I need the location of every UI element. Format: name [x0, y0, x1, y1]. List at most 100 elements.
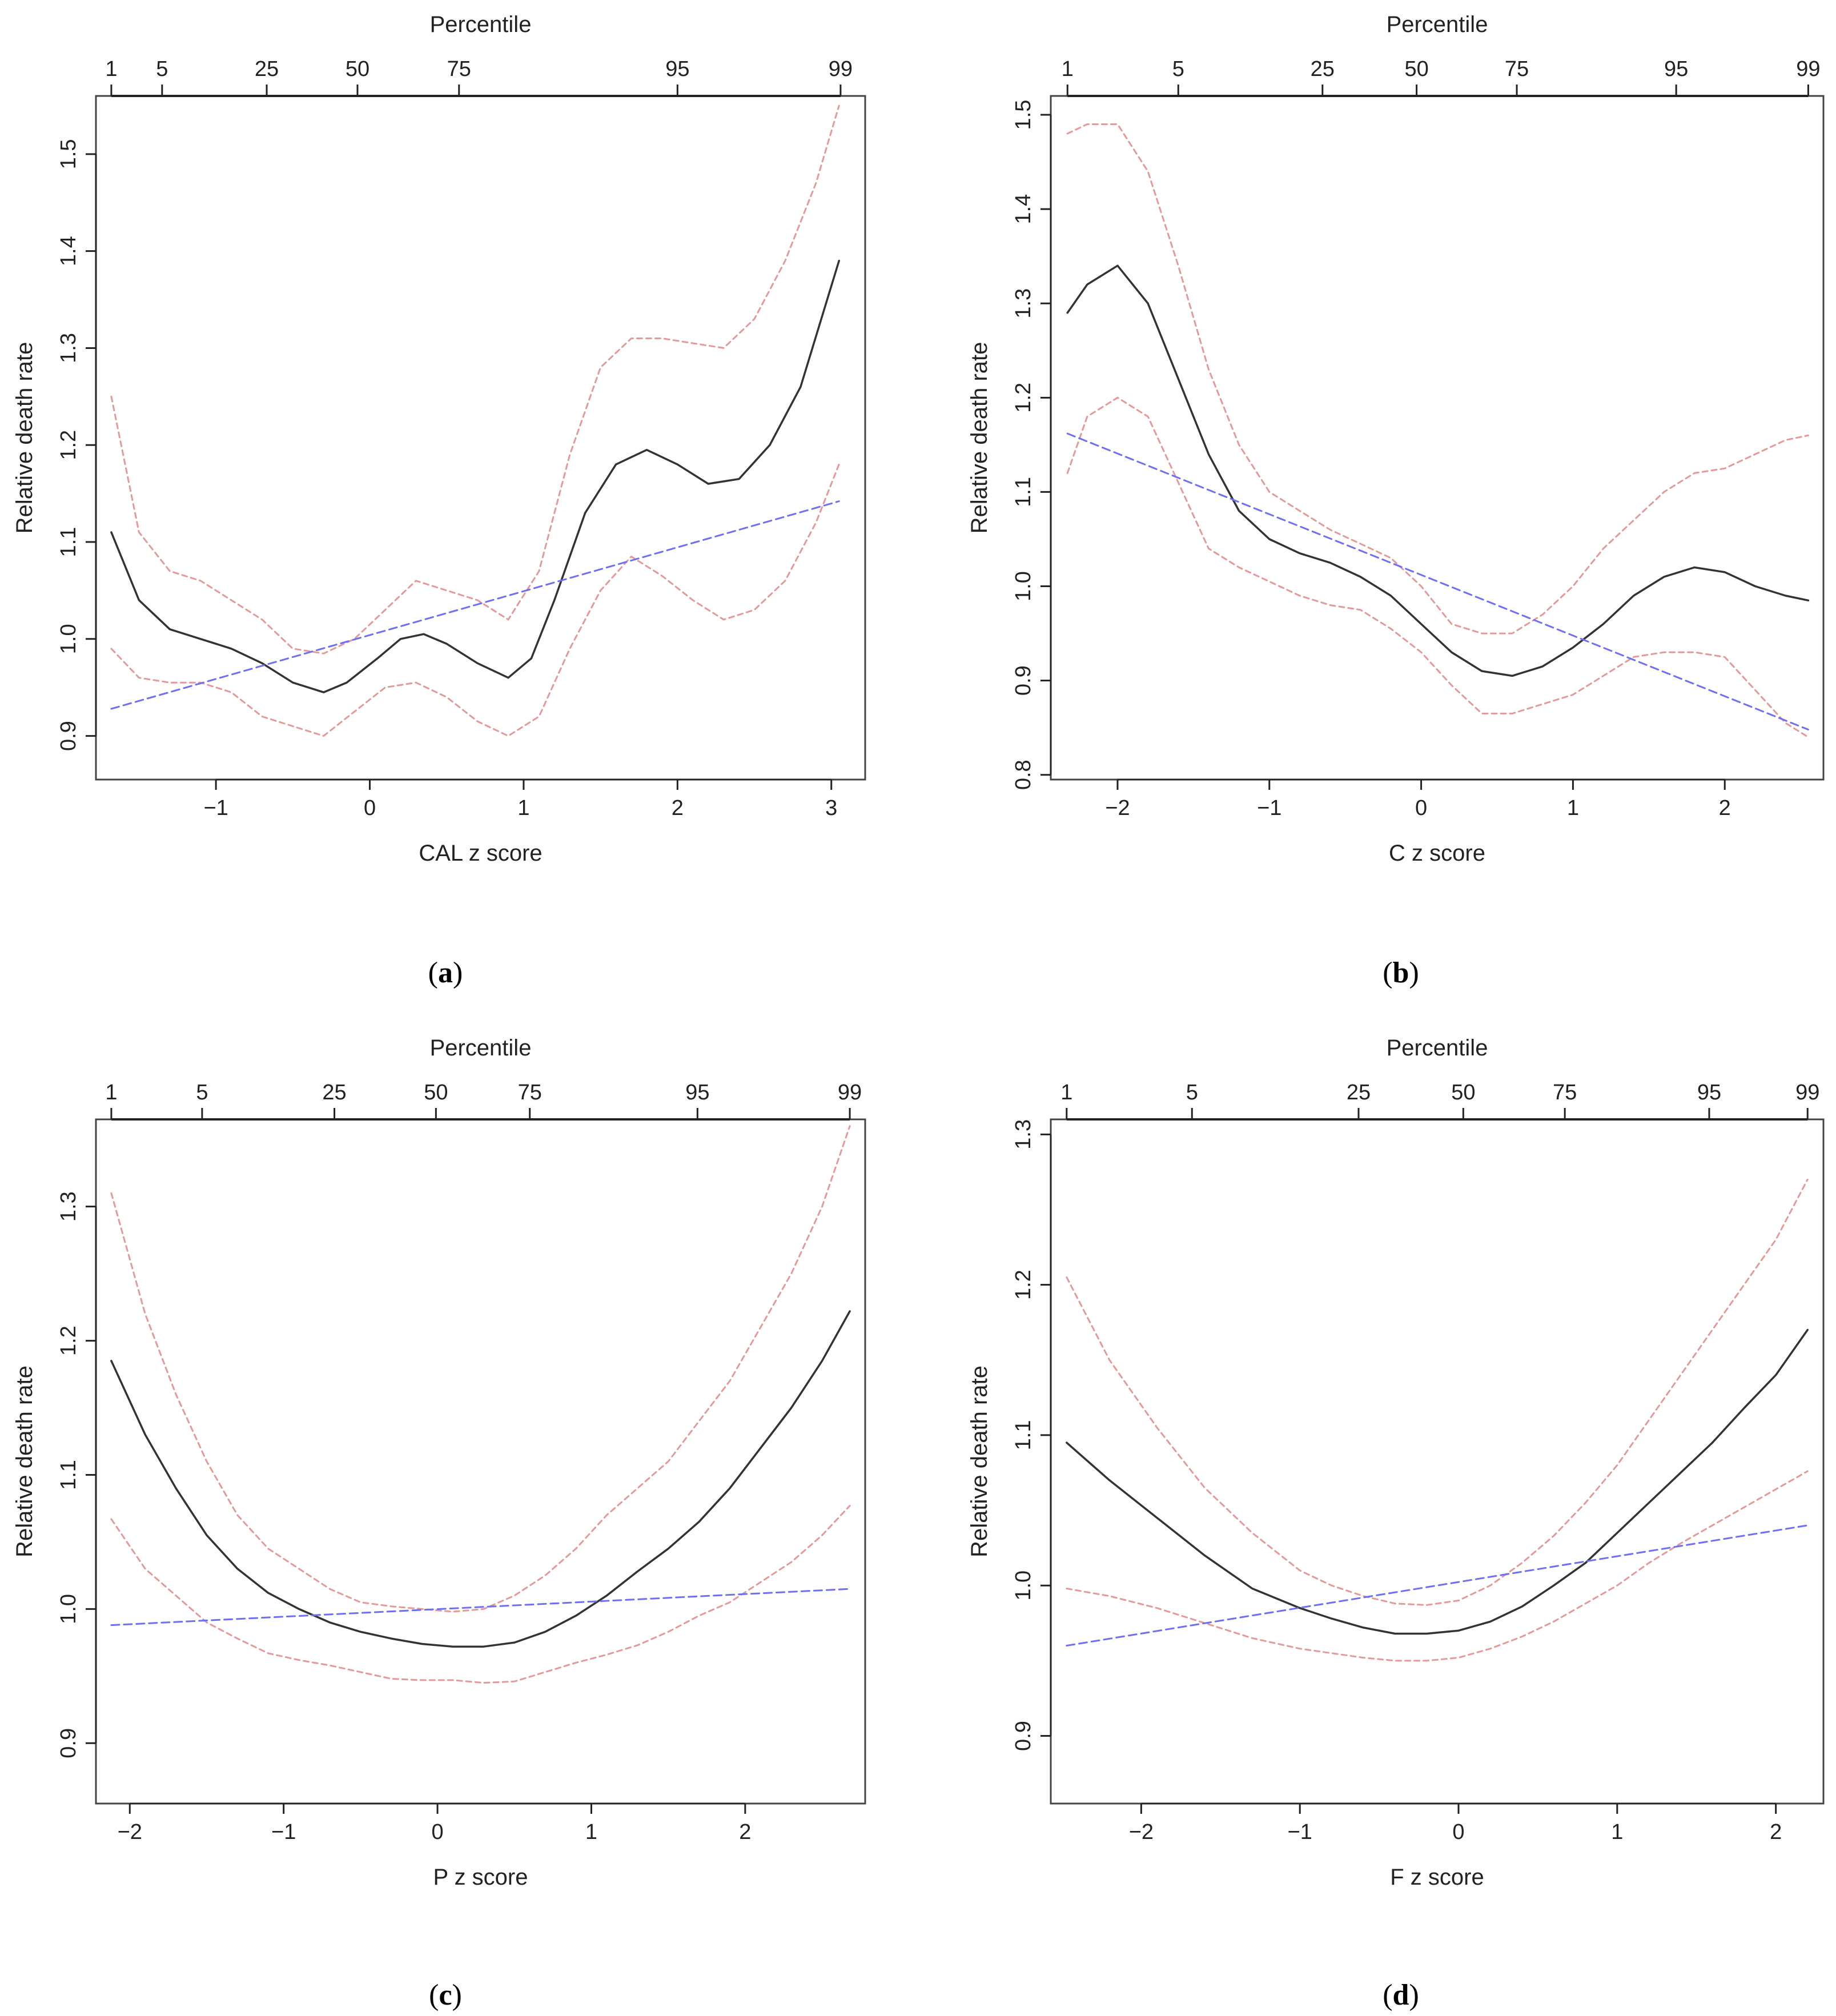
x-axis-title-c: P z score: [433, 1865, 528, 1890]
caption-a: (a): [428, 957, 463, 989]
x-tick-label-d-2: 0: [1452, 1820, 1464, 1844]
x-tick-label-c-2: 0: [431, 1820, 443, 1844]
x-tick-label-b-2: 0: [1415, 796, 1427, 820]
percentile-tick-label-a-1: 5: [156, 57, 168, 81]
x-tick-label-b-0: −2: [1105, 796, 1130, 820]
series-d-lower-band: [1066, 1470, 1809, 1662]
y-tick-label-b-3: 1.1: [1011, 477, 1035, 507]
y-tick-label-d-2: 1.1: [1011, 1420, 1035, 1451]
percentile-tick-label-a-4: 75: [447, 57, 471, 81]
y-tick-label-a-6: 1.5: [57, 139, 81, 169]
series-c-upper-band: [110, 1125, 851, 1613]
x-tick-label-d-0: −2: [1129, 1820, 1154, 1844]
y-tick-label-a-2: 1.1: [57, 527, 81, 557]
series-a-estimate: [110, 259, 840, 693]
y-tick-label-b-5: 1.3: [1011, 288, 1035, 319]
y-tick-label-a-3: 1.2: [57, 430, 81, 460]
percentile-tick-label-d-0: 1: [1060, 1081, 1072, 1105]
y-tick-label-d-3: 1.2: [1011, 1270, 1035, 1300]
percentile-tick-label-c-3: 50: [424, 1081, 448, 1105]
percentile-tick-label-d-4: 75: [1553, 1081, 1577, 1105]
caption-open-paren-a: (: [428, 957, 438, 989]
percentile-tick-label-c-6: 99: [838, 1081, 862, 1105]
series-d-upper-band: [1066, 1178, 1809, 1606]
caption-close-paren-d: ): [1409, 1979, 1419, 2011]
percentile-axis-title-b: Percentile: [1387, 12, 1488, 37]
y-tick-label-d-0: 0.9: [1011, 1721, 1035, 1751]
x-tick-label-c-1: −1: [271, 1820, 296, 1844]
percentile-tick-label-b-0: 1: [1062, 57, 1074, 81]
x-tick-label-b-3: 1: [1567, 796, 1579, 820]
percentile-tick-label-a-5: 95: [665, 57, 689, 81]
x-tick-label-a-4: 3: [825, 796, 837, 820]
series-a-lower-band: [110, 463, 840, 737]
y-tick-label-b-0: 0.8: [1011, 760, 1035, 790]
y-tick-label-d-4: 1.3: [1011, 1119, 1035, 1150]
caption-letter-b: b: [1393, 957, 1409, 989]
percentile-tick-label-a-2: 25: [255, 57, 279, 81]
percentile-tick-label-b-6: 99: [1796, 57, 1820, 81]
x-tick-label-a-2: 1: [517, 796, 529, 820]
y-tick-label-a-1: 1.0: [57, 624, 81, 654]
caption-letter-d: d: [1393, 1979, 1409, 2011]
series-a-linear-fit: [110, 500, 840, 710]
percentile-tick-label-c-2: 25: [322, 1081, 346, 1105]
y-axis-title-c: Relative death rate: [12, 1366, 37, 1557]
y-axis-title-d: Relative death rate: [967, 1366, 992, 1557]
percentile-tick-label-c-4: 75: [518, 1081, 542, 1105]
series-d-linear-fit: [1066, 1524, 1809, 1646]
x-tick-label-a-0: −1: [203, 796, 228, 820]
percentile-tick-label-a-6: 99: [829, 57, 853, 81]
y-tick-label-d-1: 1.0: [1011, 1571, 1035, 1601]
y-tick-label-a-4: 1.3: [57, 333, 81, 363]
percentile-tick-label-d-2: 25: [1347, 1081, 1371, 1105]
series-a-upper-band: [110, 105, 840, 654]
percentile-tick-label-d-1: 5: [1186, 1081, 1198, 1105]
x-tick-label-c-4: 2: [739, 1820, 751, 1844]
percentile-axis-title-d: Percentile: [1387, 1035, 1488, 1061]
series-b-upper-band: [1066, 123, 1809, 634]
plot-frame-b: [1050, 95, 1825, 781]
x-tick-label-b-4: 2: [1719, 796, 1731, 820]
caption-letter-c: c: [439, 1979, 452, 2011]
x-axis-title-a: CAL z score: [419, 841, 542, 866]
x-axis-title-b: C z score: [1389, 841, 1485, 866]
panel-c: 1 5 25 50 75 95 99 Percentile −2 −1 0 1 2 P z score 0.…: [12, 1035, 866, 2011]
caption-open-paren-c: (: [429, 1979, 439, 2011]
x-tick-label-c-0: −2: [118, 1820, 142, 1844]
y-tick-label-b-1: 0.9: [1011, 665, 1035, 696]
y-tick-label-b-6: 1.4: [1011, 194, 1035, 224]
panel-d: 1 5 25 50 75 95 99 Percentile −2 −1 0 1 2 F z score 0.…: [967, 1035, 1825, 2011]
percentile-tick-label-c-0: 1: [105, 1081, 117, 1105]
percentile-tick-label-c-5: 95: [685, 1081, 709, 1105]
percentile-tick-label-b-5: 95: [1664, 57, 1688, 81]
x-tick-label-c-3: 1: [585, 1820, 597, 1844]
x-tick-label-d-4: 2: [1770, 1820, 1782, 1844]
y-tick-label-b-4: 1.2: [1011, 383, 1035, 413]
percentile-tick-label-d-5: 95: [1697, 1081, 1721, 1105]
percentile-tick-label-d-6: 99: [1795, 1081, 1819, 1105]
caption-close-paren-b: ): [1409, 957, 1419, 989]
series-b-lower-band: [1066, 396, 1809, 738]
y-axis-title-a: Relative death rate: [12, 342, 37, 534]
x-axis-title-d: F z score: [1390, 1865, 1484, 1890]
caption-c: (c): [429, 1979, 462, 2011]
panel-b: 1 5 25 50 75 95 99 Percentile −2 −1 0 1 2 C z score 0.…: [967, 12, 1825, 989]
caption-open-paren-b: (: [1383, 957, 1392, 989]
percentile-tick-label-d-3: 50: [1451, 1081, 1475, 1105]
y-tick-label-c-0: 0.9: [57, 1728, 81, 1758]
series-d-estimate: [1066, 1328, 1809, 1635]
x-tick-label-b-1: −1: [1257, 796, 1281, 820]
percentile-tick-label-b-3: 50: [1404, 57, 1428, 81]
caption-close-paren-a: ): [453, 957, 463, 989]
caption-close-paren-c: ): [452, 1979, 462, 2011]
caption-open-paren-d: (: [1383, 1979, 1392, 2011]
y-tick-label-a-5: 1.4: [57, 236, 81, 266]
y-tick-label-a-0: 0.9: [57, 721, 81, 751]
percentile-tick-label-c-1: 5: [196, 1081, 208, 1105]
caption-d: (d): [1383, 1979, 1419, 2011]
series-c-linear-fit: [110, 1588, 851, 1627]
caption-letter-a: a: [438, 957, 453, 989]
percentile-axis-title-c: Percentile: [430, 1035, 532, 1061]
plot-frame-d: [1050, 1118, 1825, 1805]
